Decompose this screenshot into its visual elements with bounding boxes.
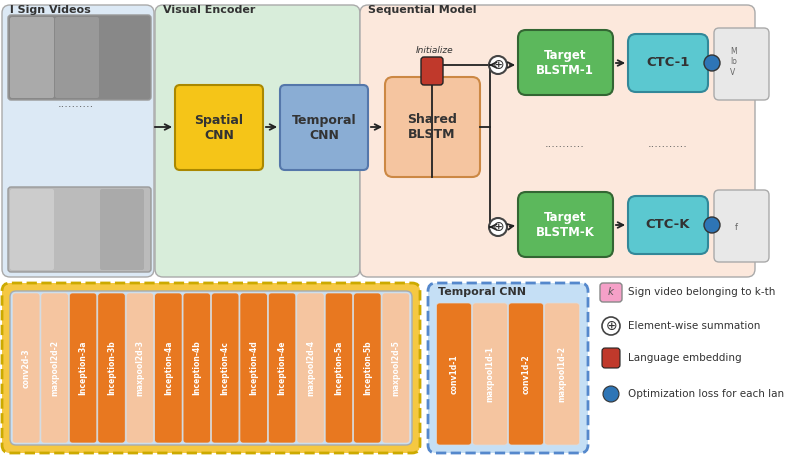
Text: maxpool2d-2: maxpool2d-2	[50, 340, 59, 396]
Text: ...........: ...........	[648, 139, 688, 149]
Text: Temporal CNN: Temporal CNN	[438, 287, 526, 297]
Text: Optimization loss for each lan: Optimization loss for each lan	[628, 389, 784, 399]
Text: Inception-5b: Inception-5b	[363, 341, 372, 395]
FancyBboxPatch shape	[55, 189, 99, 270]
Text: maxpool1d-2: maxpool1d-2	[558, 346, 566, 402]
FancyBboxPatch shape	[518, 30, 613, 95]
FancyBboxPatch shape	[545, 303, 579, 445]
FancyBboxPatch shape	[628, 34, 708, 92]
Circle shape	[489, 218, 507, 236]
FancyBboxPatch shape	[508, 303, 544, 445]
Text: Inception-4a: Inception-4a	[164, 341, 173, 395]
FancyBboxPatch shape	[100, 189, 144, 270]
Text: $\oplus$: $\oplus$	[492, 58, 504, 72]
Circle shape	[602, 317, 620, 335]
FancyBboxPatch shape	[100, 17, 144, 98]
FancyBboxPatch shape	[98, 293, 125, 443]
Circle shape	[704, 55, 720, 71]
Text: Temporal
CNN: Temporal CNN	[292, 114, 356, 142]
FancyBboxPatch shape	[10, 189, 54, 270]
Text: k: k	[608, 287, 614, 297]
Text: Inception-4e: Inception-4e	[278, 341, 287, 395]
FancyBboxPatch shape	[126, 293, 154, 443]
Text: Sign video belonging to k-th: Sign video belonging to k-th	[628, 287, 776, 297]
Text: Language embedding: Language embedding	[628, 353, 742, 363]
FancyBboxPatch shape	[354, 293, 381, 443]
Text: l Sign Videos: l Sign Videos	[10, 5, 90, 15]
Text: Shared
BLSTM: Shared BLSTM	[407, 113, 457, 141]
FancyBboxPatch shape	[12, 293, 40, 443]
Text: Inception-3b: Inception-3b	[107, 341, 116, 395]
Text: maxpool1d-1: maxpool1d-1	[486, 346, 494, 402]
Text: Sequential Model: Sequential Model	[368, 5, 477, 15]
FancyBboxPatch shape	[155, 5, 360, 277]
Text: ...........: ...........	[545, 139, 585, 149]
FancyBboxPatch shape	[154, 293, 182, 443]
Text: ..........: ..........	[58, 99, 94, 109]
Text: Element-wise summation: Element-wise summation	[628, 321, 760, 331]
Text: conv1d-1: conv1d-1	[449, 354, 458, 394]
FancyBboxPatch shape	[360, 5, 755, 277]
Text: Spatial
CNN: Spatial CNN	[195, 114, 243, 142]
FancyBboxPatch shape	[2, 5, 154, 277]
Circle shape	[704, 217, 720, 233]
Text: Visual Encoder: Visual Encoder	[163, 5, 255, 15]
FancyBboxPatch shape	[297, 293, 324, 443]
FancyBboxPatch shape	[602, 348, 620, 368]
Text: maxpool2d-4: maxpool2d-4	[306, 340, 315, 396]
Text: Target
BLSTM-1: Target BLSTM-1	[536, 49, 594, 77]
Text: CTC-1: CTC-1	[646, 56, 690, 70]
Text: Inception-4c: Inception-4c	[221, 341, 229, 395]
FancyBboxPatch shape	[2, 283, 420, 453]
FancyBboxPatch shape	[280, 85, 368, 170]
FancyBboxPatch shape	[10, 291, 412, 445]
FancyBboxPatch shape	[436, 303, 472, 445]
Text: Inception-4b: Inception-4b	[192, 341, 201, 395]
FancyBboxPatch shape	[212, 293, 239, 443]
Text: Target
BLSTM-K: Target BLSTM-K	[536, 211, 595, 239]
Text: $\oplus$: $\oplus$	[605, 319, 617, 333]
Text: M
lo
V: M lo V	[730, 47, 737, 77]
FancyBboxPatch shape	[600, 283, 622, 302]
FancyBboxPatch shape	[385, 77, 480, 177]
FancyBboxPatch shape	[41, 293, 69, 443]
FancyBboxPatch shape	[240, 293, 267, 443]
Text: conv2d-3: conv2d-3	[22, 348, 31, 388]
FancyBboxPatch shape	[428, 283, 588, 453]
Text: Inception-4d: Inception-4d	[249, 341, 258, 395]
Text: conv1d-2: conv1d-2	[521, 354, 531, 394]
Text: f: f	[735, 222, 738, 232]
FancyBboxPatch shape	[55, 17, 99, 98]
FancyBboxPatch shape	[714, 190, 769, 262]
FancyBboxPatch shape	[714, 28, 769, 100]
Text: Initialize: Initialize	[416, 46, 453, 55]
Circle shape	[489, 56, 507, 74]
FancyBboxPatch shape	[628, 196, 708, 254]
FancyBboxPatch shape	[382, 293, 410, 443]
Circle shape	[603, 386, 619, 402]
Text: Inception-3a: Inception-3a	[78, 341, 87, 395]
Text: $\oplus$: $\oplus$	[492, 220, 504, 234]
FancyBboxPatch shape	[175, 85, 263, 170]
FancyBboxPatch shape	[268, 293, 296, 443]
FancyBboxPatch shape	[518, 192, 613, 257]
FancyBboxPatch shape	[8, 15, 151, 100]
Text: maxpool2d-3: maxpool2d-3	[136, 340, 145, 396]
Text: Inception-5a: Inception-5a	[335, 341, 343, 395]
FancyBboxPatch shape	[473, 303, 507, 445]
Text: maxpool2d-5: maxpool2d-5	[391, 340, 400, 396]
FancyBboxPatch shape	[8, 187, 151, 272]
Text: CTC-K: CTC-K	[646, 218, 690, 232]
FancyBboxPatch shape	[183, 293, 211, 443]
FancyBboxPatch shape	[325, 293, 352, 443]
FancyBboxPatch shape	[10, 17, 54, 98]
FancyBboxPatch shape	[69, 293, 97, 443]
FancyBboxPatch shape	[421, 57, 443, 85]
